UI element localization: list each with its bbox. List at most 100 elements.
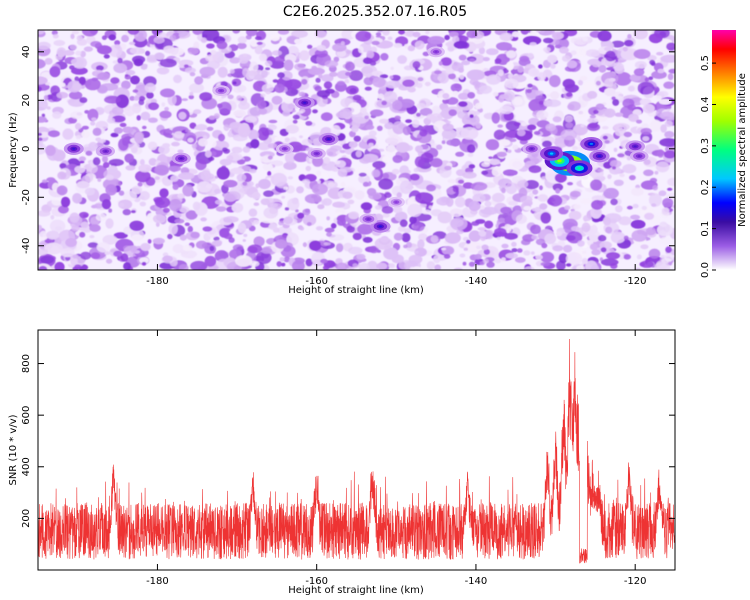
heatmap-cell [470,181,488,191]
heatmap-cell [287,103,295,110]
heatmap-cell [299,50,310,61]
heatmap-cell [526,88,532,94]
heatmap-cell [281,70,293,81]
heatmap-cell [163,45,176,54]
heatmap-cell [647,55,657,61]
heatmap-cell [366,50,375,59]
heatmap-cell [210,49,217,55]
heatmap-cell [184,222,190,227]
heatmap-cell [147,239,152,244]
heatmap-cell [513,97,523,106]
heatmap-cell [181,98,188,101]
heatmap-cell [611,96,616,101]
heatmap-cell [531,207,541,212]
heatmap-cell [129,41,136,46]
heatmap-cell [586,123,601,131]
heatmap-cell [545,123,556,132]
y-tick-label: 800 [21,354,32,373]
heatmap-cell [644,212,655,220]
heatmap-cell [205,54,219,63]
heatmap-cell [399,180,413,195]
heatmap-cell [483,158,490,165]
heatmap-cell [316,170,322,177]
heatmap-cell [372,77,386,88]
heatmap-cell [45,82,51,86]
heatmap-cell [124,153,134,163]
heatmap-cell [660,255,666,258]
heatmap-cell [394,115,401,121]
heatmap-cell [543,47,551,53]
heatmap-cell [648,193,662,207]
heatmap-hotspot [104,150,108,153]
heatmap-cell [671,205,675,208]
heatmap-cell [301,179,311,184]
heatmap-cell [547,54,558,64]
heatmap-cell [349,88,357,94]
heatmap-cell [425,30,430,35]
heatmap-cell [395,142,410,153]
heatmap-cell [651,203,657,207]
heatmap-cell [618,216,632,226]
heatmap-cell [114,44,121,49]
heatmap-cell [514,257,526,263]
heatmap-cell [587,90,598,99]
heatmap-cell [187,47,199,55]
heatmap-cell [397,55,407,64]
heatmap-cell [56,91,69,99]
heatmap-cell [322,265,330,270]
heatmap-cell [578,79,583,86]
heatmap-cell [317,204,325,210]
heatmap-cell [468,261,476,267]
heatmap-cell [148,158,157,166]
heatmap-cell [147,141,158,151]
heatmap-cell [180,250,197,259]
heatmap-cell [96,242,111,253]
heatmap-cell [436,196,451,206]
heatmap-cell [90,121,96,126]
heatmap-cell [452,35,460,44]
heatmap-cell [235,255,253,267]
heatmap-hotspot [72,147,76,150]
heatmap-cell [436,144,443,150]
heatmap-cell [613,179,624,186]
heatmap-cell [283,186,289,190]
heatmap-cell [285,185,295,194]
heatmap-cell [563,244,573,253]
heatmap-cell [297,212,305,219]
heatmap-cell [279,257,285,262]
heatmap-cell [177,193,186,199]
heatmap-cell [371,169,381,178]
heatmap-cell [274,136,282,142]
heatmap-cell [627,85,635,92]
heatmap-cell [548,194,563,207]
heatmap-cell [154,176,160,181]
heatmap-cell [641,123,649,130]
heatmap-cell [451,62,464,72]
heatmap-cell [648,248,661,259]
heatmap-cell [634,61,647,69]
heatmap-cell [217,66,228,78]
heatmap-cell [529,30,537,36]
heatmap-cell [411,119,420,128]
heatmap-cell [480,206,499,215]
heatmap-cell [361,66,373,74]
heatmap-cell [284,151,296,164]
heatmap-cell [481,170,489,175]
heatmap-cell [604,108,616,118]
heatmap-cell [496,151,507,157]
heatmap-cell [262,163,273,171]
heatmap-cell [179,234,187,241]
heatmap-cell [355,150,362,158]
heatmap-cell [467,92,476,99]
heatmap-cell [615,205,623,213]
heatmap-cell [433,255,441,264]
heatmap-cell [281,100,294,113]
heatmap-cell [374,205,383,210]
heatmap-cell [38,86,42,92]
heatmap-cell [441,140,446,145]
heatmap-cell [114,40,121,46]
heatmap-cell [379,74,389,79]
heatmap-hotspot [434,51,438,53]
heatmap-cell [393,232,403,241]
heatmap-cell [125,165,136,171]
